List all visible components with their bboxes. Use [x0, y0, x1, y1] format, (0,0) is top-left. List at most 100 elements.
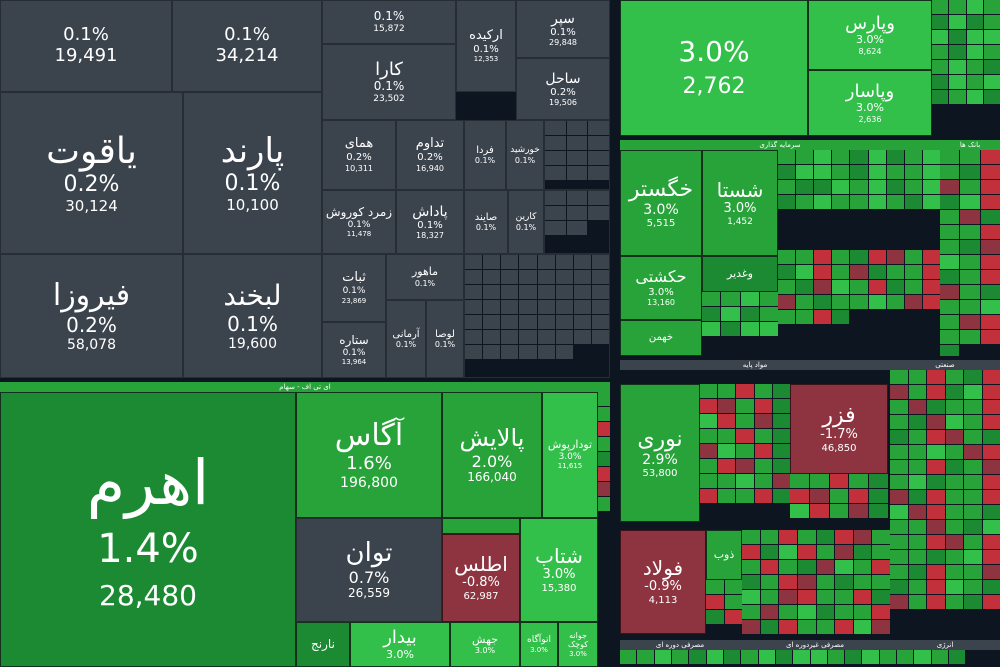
tile-name: ماهور — [411, 265, 439, 279]
tile-name: جهش — [472, 632, 498, 646]
tile-pct: 0.2% — [550, 86, 576, 98]
tile-agas[interactable]: آگاس 1.6% 196,800 — [296, 392, 442, 518]
tile-vipars[interactable]: وپارس 3.0% 8,624 — [808, 0, 932, 70]
tile-zomorod-kourosh[interactable]: زمرد کوروش 0.1% 11,478 — [322, 190, 396, 254]
tile-name: کارین — [515, 212, 537, 223]
tile-hakeshti[interactable]: حکشتی 3.0% 13,160 — [620, 256, 702, 320]
tile-name: همای — [344, 136, 374, 152]
tile-sayand[interactable]: صایند 0.1% — [464, 190, 508, 254]
tile-pct: 0.1% — [417, 219, 443, 231]
tile-pct: 0.7% — [348, 567, 390, 587]
tile-fouladd[interactable]: فولاد -0.9% 4,113 — [620, 530, 706, 634]
tile-mahour[interactable]: ماهور 0.1% — [386, 254, 464, 300]
tile-vipasar[interactable]: وپاسار 3.0% 2,636 — [808, 70, 932, 136]
tile-todaripoush[interactable]: تودارپوش 3.0% 11,615 — [542, 392, 598, 518]
tile-armani[interactable]: آرمانی 0.1% — [386, 300, 426, 378]
tile-setareh[interactable]: ستاره 0.1% 13,964 — [322, 322, 386, 378]
tile-name: تداوم — [415, 136, 445, 152]
tile-otagah[interactable]: اتوآگاه 3.0% — [520, 622, 558, 667]
tile-nouri[interactable]: نوری 2.9% 53,800 — [620, 384, 700, 522]
tile-pct: 0.1% — [347, 219, 371, 230]
tile-volume: 10,100 — [226, 195, 279, 214]
tile-volume: 12,353 — [473, 55, 499, 64]
tile-shetab[interactable]: شتاب 3.0% 15,380 — [520, 518, 598, 622]
tile-padash[interactable]: پاداش 0.1% 18,327 — [396, 190, 464, 254]
tile-volume: 11,478 — [346, 230, 372, 239]
tile-parand[interactable]: پارند 0.1% 10,100 — [183, 92, 322, 254]
tile-pct: 0.1% — [373, 8, 405, 23]
tile-fazar[interactable]: فزر -1.7% 46,850 — [790, 384, 888, 474]
tile-pct: 0.1% — [342, 286, 366, 297]
tile-sahel[interactable]: ساحل 0.2% 19,506 — [516, 58, 610, 120]
tile-separ[interactable]: سپر 0.1% 29,848 — [516, 0, 610, 58]
tile-khahman[interactable]: خهمن — [620, 320, 702, 356]
tile-tr-big[interactable]: 3.0% 2,762 — [620, 0, 808, 136]
tile-name: پاداش — [412, 203, 448, 220]
tile-volume: 46,850 — [821, 443, 857, 455]
tile-sobat[interactable]: ثبات 0.1% 23,869 — [322, 254, 386, 322]
tile-name: وپارس — [845, 12, 895, 34]
tile-shasta[interactable]: شستا 3.0% 1,452 — [702, 150, 778, 256]
tile-khorshid[interactable]: خورشید 0.1% — [506, 120, 544, 190]
tile-firuza[interactable]: فیروزا 0.2% 58,078 — [0, 254, 183, 378]
tile-homay[interactable]: همای 0.2% 10,311 — [322, 120, 396, 190]
tile-ahrom[interactable]: اهرم 1.4% 28,480 — [0, 392, 296, 667]
tile-labkhand[interactable]: لبخند 0.1% 19,600 — [183, 254, 322, 378]
tile-tl2[interactable]: 0.1% 34,214 — [172, 0, 322, 92]
tile-volume: 1,452 — [727, 216, 753, 227]
mosaic-tr — [932, 0, 1000, 136]
tile-name: پارند — [220, 131, 285, 172]
tile-zob[interactable]: ذوب — [706, 530, 742, 580]
tile-karin[interactable]: کارین 0.1% — [508, 190, 544, 254]
tile-name: وپاسار — [845, 80, 895, 102]
tile-pct: 0.1% — [475, 223, 497, 233]
tile-pct: 0.1% — [550, 26, 576, 38]
tile-volume: 15,872 — [373, 23, 405, 34]
tile-orkideh[interactable]: ارکیده 0.1% 12,353 — [456, 0, 516, 92]
sector-header-energy: انرژی — [890, 640, 1000, 650]
tile-name: فولاد — [642, 556, 684, 581]
tile-pct: 0.1% — [414, 278, 436, 288]
tile-pct: 2.9% — [642, 451, 678, 468]
tile-name: شتاب — [535, 544, 583, 569]
tile-khagostar[interactable]: خگستر 3.0% 5,515 — [620, 150, 702, 256]
tile-tavan[interactable]: توان 0.7% 26,559 — [296, 518, 442, 622]
mosaic-sarmaye-b — [702, 292, 778, 356]
mosaic-etf-edge — [598, 392, 610, 667]
tile-atlas[interactable]: اطلس -0.8% 62,987 — [442, 534, 520, 622]
mosaic-dark-b — [544, 190, 610, 254]
tile-name: خگستر — [628, 176, 694, 202]
tile-small[interactable]: 0.1% 15,872 — [322, 0, 456, 44]
tile-volume: 19,506 — [549, 98, 577, 108]
sector-header-consumer-staples: مصرفی غیردوره ای — [740, 640, 890, 650]
tile-name: ذوب — [713, 547, 735, 561]
tile-pct: 0.1% — [227, 311, 278, 336]
tile-volume: 4,113 — [648, 595, 678, 607]
tile-etf-strip[interactable] — [442, 518, 520, 534]
mosaic-sanati — [890, 370, 1000, 634]
tile-name: ارکیده — [469, 27, 503, 43]
tile-yaghut[interactable]: یاقوت 0.2% 30,124 — [0, 92, 183, 254]
sector-header-etf: ای تی اف - سهام — [0, 382, 610, 392]
tile-name: تودارپوش — [547, 438, 593, 452]
tile-narenj[interactable]: نارنج — [296, 622, 350, 667]
tile-pct: 0.1% — [473, 43, 499, 55]
tile-volume: 53,800 — [642, 467, 678, 479]
tile-volume: 11,615 — [557, 462, 583, 471]
tile-name: فردا — [476, 144, 494, 156]
tile-palayesh[interactable]: پالایش 2.0% 166,040 — [442, 392, 542, 518]
tile-javaneh[interactable]: جوانه کوچک 3.0% — [558, 622, 598, 667]
mosaic-bottom — [620, 650, 1000, 667]
tile-bidar[interactable]: بیدار 3.0% — [350, 622, 450, 667]
tile-jahesh[interactable]: جهش 3.0% — [450, 622, 520, 667]
tile-farda[interactable]: فردا 0.1% — [464, 120, 506, 190]
tile-pct: 0.1% — [434, 340, 456, 350]
tile-volume: 13,964 — [341, 358, 367, 367]
tile-volume: 8,624 — [858, 47, 882, 57]
tile-name: آرمانی — [392, 328, 420, 340]
tile-tl1[interactable]: 0.1% 19,491 — [0, 0, 172, 92]
tile-tadavom[interactable]: تداوم 0.2% 16,940 — [396, 120, 464, 190]
tile-kara[interactable]: کارا 0.1% 23,502 — [322, 44, 456, 120]
tile-vaghadir[interactable]: وغدیر — [702, 256, 778, 292]
tile-lousa[interactable]: لوصا 0.1% — [426, 300, 464, 378]
